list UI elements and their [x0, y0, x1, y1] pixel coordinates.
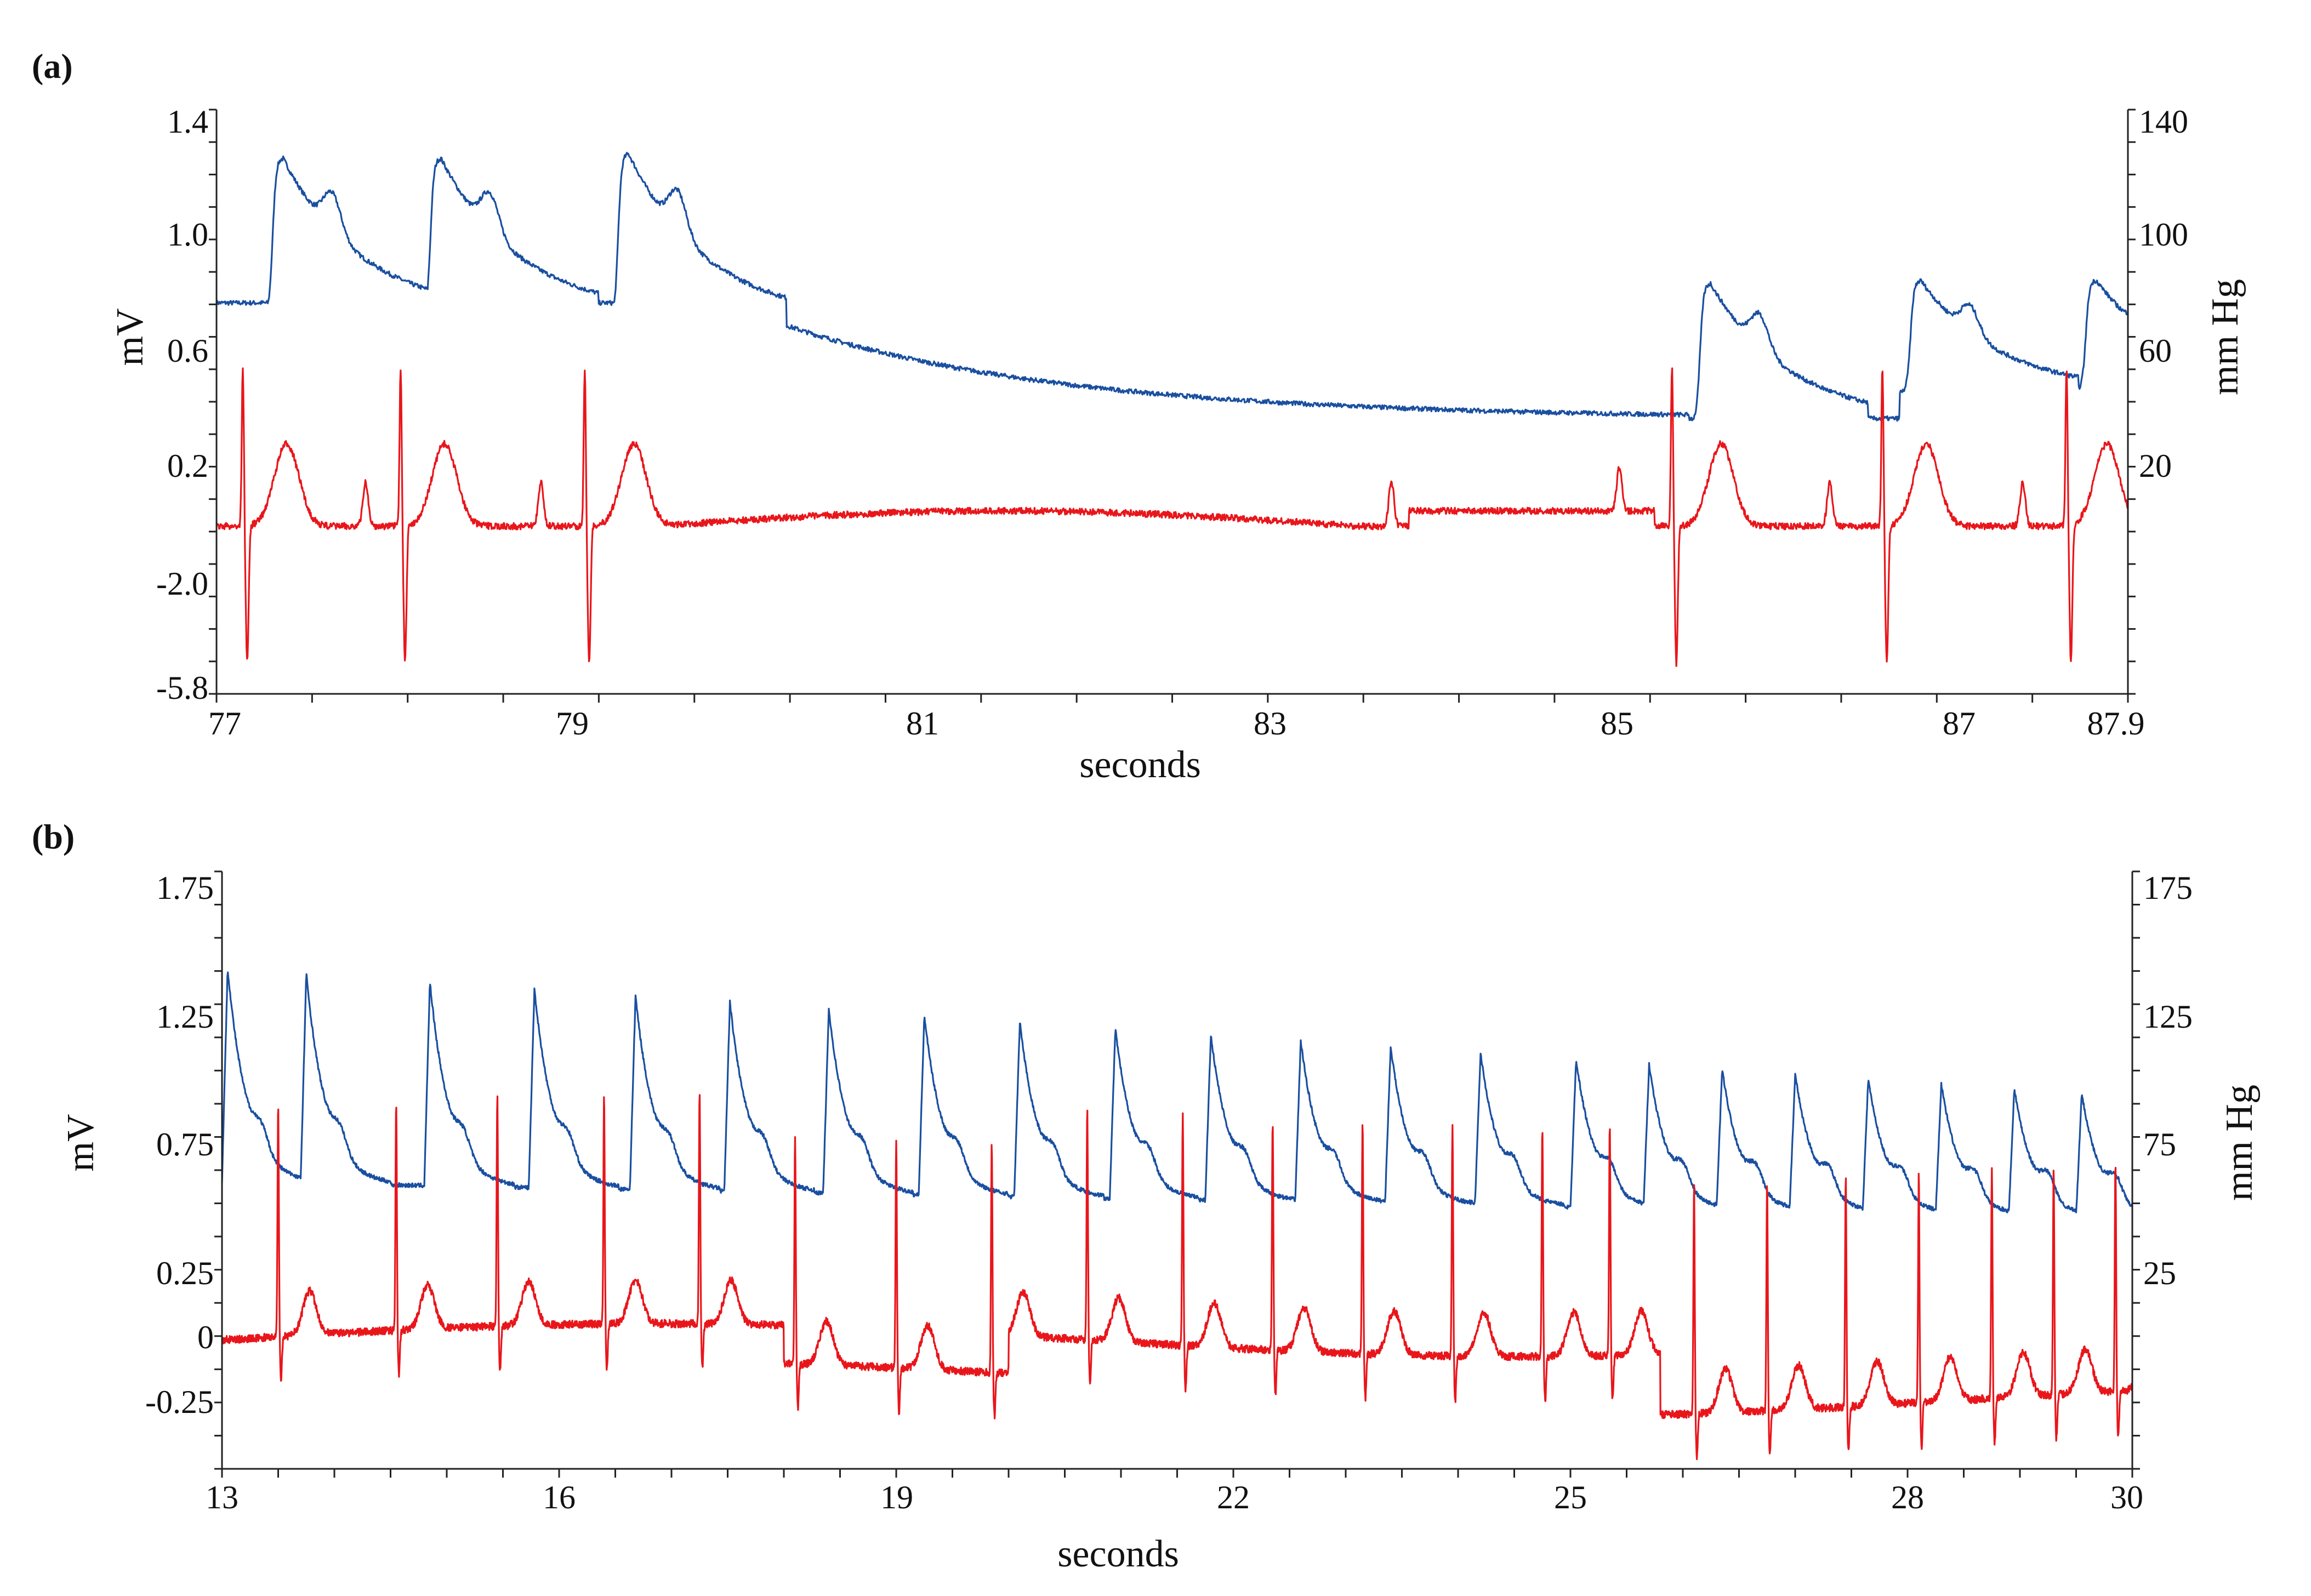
panel-b-x-tick: 22	[1217, 1479, 1250, 1515]
panel-b-y-right-tick: 75	[2143, 1126, 2176, 1162]
panel-b-y-left-tick: 0.25	[156, 1255, 214, 1291]
panel-a-y-left-tick: 0.2	[167, 448, 208, 484]
panel-b-x-tick: 28	[1891, 1479, 1924, 1515]
panel-b-label: (b)	[32, 817, 75, 856]
panel-a: (a) 1.4 1.0 0.6 0.2 -2.0 -5.8 140 100 60…	[32, 47, 2246, 786]
panel-a-y-left-tick: 1.4	[167, 104, 208, 140]
panel-a-x-tick: 87	[1943, 705, 1976, 742]
panel-b-y-left-label: mV	[60, 1114, 102, 1172]
panel-a-y-right-tick: 60	[2139, 333, 2172, 369]
panel-b-y-left-tick: -0.25	[145, 1384, 214, 1420]
panel-b-y-right-label: mm Hg	[2218, 1085, 2261, 1201]
panel-b-y-left-tick: 1.25	[156, 999, 214, 1035]
abp-trace	[215, 152, 2127, 422]
panel-b-y-left-tick: 0.75	[156, 1126, 214, 1162]
panel-a-x-tick: 79	[556, 705, 589, 742]
ecg-trace	[215, 367, 2129, 667]
panel-b-y-right-tick: 25	[2143, 1255, 2176, 1291]
panel-b-y-left-tick: 1.75	[156, 870, 214, 906]
panel-a-y-left-tick: 0.6	[167, 333, 208, 369]
panel-b-y-right-tick: 125	[2143, 999, 2193, 1035]
panel-b-y-left-tick: 0	[197, 1319, 214, 1355]
panel-b-x-tick: 13	[206, 1479, 238, 1515]
panel-a-x-tick: 87.9	[2087, 705, 2145, 742]
panel-a-ticks	[209, 109, 2136, 703]
panel-b-x-label: seconds	[1057, 1533, 1179, 1575]
panel-a-x-tick: 85	[1601, 705, 1633, 742]
panel-a-x-tick: 77	[208, 705, 241, 742]
panel-b-y-right-tick: 175	[2143, 870, 2193, 906]
panel-b: (b) 1.75 1.25 0.75 0.25 0 -0.25 175 125 …	[32, 817, 2261, 1575]
abp-trace	[221, 971, 2133, 1213]
panel-a-x-tick: 83	[1254, 705, 1287, 742]
panel-a-y-right-label: mm Hg	[2204, 279, 2246, 395]
panel-a-y-right-tick: 100	[2139, 216, 2188, 253]
panel-b-x-tick: 25	[1554, 1479, 1587, 1515]
panel-a-y-left-label: mV	[109, 309, 151, 366]
panel-b-plot-area	[221, 971, 2133, 1460]
panel-a-y-left-tick: 1.0	[167, 216, 208, 253]
ecg-trace	[221, 1094, 2133, 1460]
panel-a-y-left-tick: -5.8	[156, 670, 208, 706]
panel-a-x-label: seconds	[1079, 744, 1201, 786]
panel-b-ticks	[214, 870, 2140, 1478]
panel-a-plot-area	[215, 152, 2129, 667]
panel-a-label: (a)	[32, 47, 73, 86]
panel-a-y-left-tick: -2.0	[156, 566, 208, 602]
panel-a-x-tick: 81	[906, 705, 939, 742]
panel-b-x-tick: 30	[2110, 1479, 2143, 1515]
panel-b-x-tick: 19	[880, 1479, 913, 1515]
panel-a-y-right-tick: 20	[2139, 448, 2172, 484]
panel-a-y-right-tick: 140	[2139, 104, 2188, 140]
panel-b-x-tick: 16	[543, 1479, 576, 1515]
